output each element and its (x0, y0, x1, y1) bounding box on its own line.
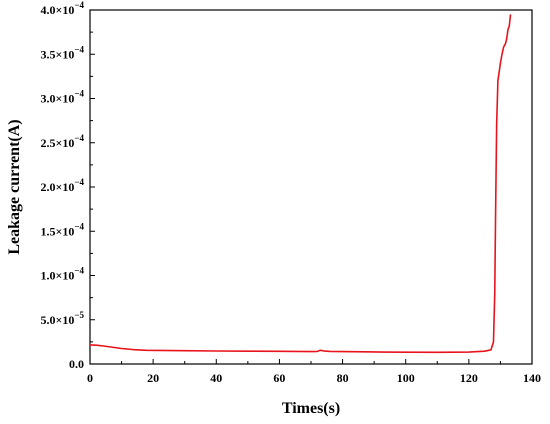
y-tick-label: 3.0×10−4 (41, 89, 85, 106)
x-tick-label: 0 (87, 371, 93, 385)
x-tick-label: 20 (147, 371, 159, 385)
series-layer (89, 14, 512, 354)
x-tick-label: 100 (397, 371, 415, 385)
x-axis-title: Times(s) (282, 400, 340, 417)
y-ticks: 0.0 5.0×10−5 1.0×10−4 1.5×10−4 2.0×10−4 2.5×1… (41, 0, 95, 371)
x-tick-label: 140 (523, 371, 541, 385)
x-ticks: 0 20 40 60 80 100 120 140 (87, 359, 541, 385)
x-tick-label: 80 (337, 371, 349, 385)
x-tick-label: 40 (210, 371, 222, 385)
x-tick-label: 120 (460, 371, 478, 385)
y-axis-title: Leakage current(A) (6, 119, 23, 254)
plot-frame (89, 9, 533, 365)
y-tick-label: 1.5×10−4 (41, 221, 85, 238)
y-tick-label: 5.0×10−5 (41, 310, 85, 327)
y-tick-label: 4.0×10−4 (41, 0, 85, 17)
y-tick-label: 2.0×10−4 (41, 177, 85, 194)
y-tick-label: 2.5×10−4 (41, 133, 85, 150)
y-tick-label: 3.5×10−4 (41, 44, 85, 61)
x-tick-label: 60 (273, 371, 285, 385)
series-line (89, 14, 512, 354)
y-tick-label: 1.0×10−4 (41, 266, 85, 283)
y-tick-label: 0.0 (69, 357, 84, 371)
